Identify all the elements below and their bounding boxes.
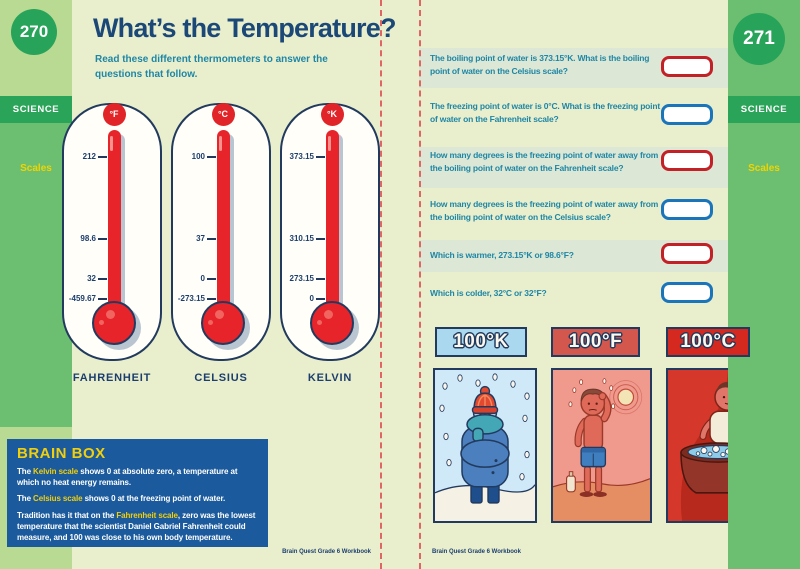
thermometer-tube xyxy=(325,130,339,326)
left-page-footer: Brain Quest Grade 6 Workbook xyxy=(282,549,371,555)
illustration-100K-snow-scene xyxy=(433,368,537,523)
card-label-100C: 100°C xyxy=(666,327,750,357)
tick-label: 212 xyxy=(82,152,96,161)
snowflakes xyxy=(439,373,530,481)
answer-box-4[interactable] xyxy=(661,199,713,220)
page-subtitle: Read these different thermometers to ans… xyxy=(95,54,328,80)
thermometer-name-celsius: CELSIUS xyxy=(194,372,248,384)
left-sidebar-green-panel xyxy=(0,123,72,427)
thermometer-tube xyxy=(107,130,121,326)
page-title: What’s the Temperature? xyxy=(93,13,396,43)
tick-label: 37 xyxy=(196,234,205,243)
tube-highlight xyxy=(327,136,331,151)
sweating-person xyxy=(574,388,612,497)
right-sidebar: SCIENCE Scales 271 xyxy=(728,0,800,569)
unit-badge-celsius: °C xyxy=(211,103,235,126)
question-6-text: Which is colder, 32°C or 32°F? xyxy=(430,288,547,298)
tick-label: 310.15 xyxy=(289,234,314,243)
celsius-scale-keyword: Celsius scale xyxy=(33,494,83,504)
question-1-text: The boiling point of water is 373.15°K. … xyxy=(430,53,650,76)
spine-dashed-line-right xyxy=(419,0,421,569)
brain-box-paragraph: Tradition has it that on the Fahrenheit … xyxy=(17,510,256,542)
right-page-number: 271 xyxy=(733,13,785,65)
right-page-footer: Brain Quest Grade 6 Workbook xyxy=(432,549,521,555)
tick-label: 0 xyxy=(309,294,314,303)
answer-box-6[interactable] xyxy=(661,282,713,303)
brain-box-title: BRAIN BOX xyxy=(17,445,106,462)
tick-label: 100 xyxy=(191,152,205,161)
answer-box-3[interactable] xyxy=(661,150,713,171)
answer-box-5[interactable] xyxy=(661,243,713,264)
left-science-banner: SCIENCE xyxy=(0,96,72,123)
thermometer-celsius: °C 100 37 0 -273.15 xyxy=(171,103,271,361)
question-2-text: The freezing point of water is 0°C. What… xyxy=(430,101,660,124)
illustration-100F-hot-day-scene xyxy=(551,368,652,523)
thermometer-name-kelvin: KELVIN xyxy=(307,372,353,384)
tick-label: 98.6 xyxy=(80,234,96,243)
tick-label: 373.15 xyxy=(289,152,314,161)
thermometer-kelvin: °K 373.15 310.15 273.15 0 xyxy=(280,103,380,361)
tick-mark xyxy=(207,238,216,240)
tube-highlight xyxy=(218,136,222,151)
tick-mark xyxy=(207,278,216,280)
question-5-text: Which is warmer, 273.15°K or 98.6°F? xyxy=(430,250,574,260)
tick-label: 0 xyxy=(200,274,205,283)
right-scales-label: Scales xyxy=(748,163,780,174)
tick-label: -459.67 xyxy=(68,294,96,303)
snow-scene-drawing xyxy=(435,373,535,521)
sun-icon xyxy=(609,380,643,415)
tick-label: 32 xyxy=(87,274,96,283)
tick-mark xyxy=(316,298,325,300)
tick-mark xyxy=(316,156,325,158)
thermometer-fahrenheit: °F 212 98.6 32 -459.67 xyxy=(62,103,162,361)
hot-day-scene-drawing xyxy=(553,378,650,521)
tick-label: 273.15 xyxy=(289,274,314,283)
answer-box-1[interactable] xyxy=(661,56,713,77)
brain-box-paragraph: The Celsius scale shows 0 at the freezin… xyxy=(17,494,226,504)
card-label-100K: 100°K xyxy=(435,327,527,357)
thermometer-name-fahrenheit: FAHRENHEIT xyxy=(72,372,152,384)
tick-mark xyxy=(98,156,107,158)
left-page-number: 270 xyxy=(11,9,57,55)
right-science-banner: SCIENCE xyxy=(728,96,800,123)
fahrenheit-scale-keyword: Fahrenheit scale xyxy=(116,510,178,520)
tube-highlight xyxy=(109,136,113,151)
spine-dashed-line-left xyxy=(380,0,382,569)
brain-box-paragraph: The Kelvin scale shows 0 at absolute zer… xyxy=(17,467,238,488)
card-label-100F: 100°F xyxy=(551,327,640,357)
tick-mark xyxy=(207,156,216,158)
bundled-person xyxy=(460,385,510,504)
thermometer-bulb xyxy=(310,301,354,345)
tick-mark xyxy=(98,298,107,300)
tick-mark xyxy=(98,278,107,280)
tick-label: -273.15 xyxy=(177,294,205,303)
kelvin-scale-keyword: Kelvin scale xyxy=(33,467,79,476)
tick-mark xyxy=(316,278,325,280)
unit-badge-fahrenheit: °F xyxy=(102,103,126,126)
sweat-drops xyxy=(568,378,616,410)
unit-badge-kelvin: °K xyxy=(320,103,344,126)
thermometer-bulb xyxy=(201,301,245,345)
water-bottle xyxy=(565,471,576,493)
thermometer-tube xyxy=(216,130,230,326)
answer-box-2[interactable] xyxy=(661,104,713,125)
question-3-text: How many degrees is the freezing point o… xyxy=(430,150,659,173)
left-scales-label: Scales xyxy=(20,163,52,174)
tick-mark xyxy=(316,238,325,240)
brain-box: BRAIN BOX The Kelvin scale shows 0 at ab… xyxy=(7,439,268,547)
tick-mark xyxy=(207,298,216,300)
thermometer-bulb xyxy=(92,301,136,345)
question-4-text: How many degrees is the freezing point o… xyxy=(430,199,659,222)
tick-mark xyxy=(98,238,107,240)
